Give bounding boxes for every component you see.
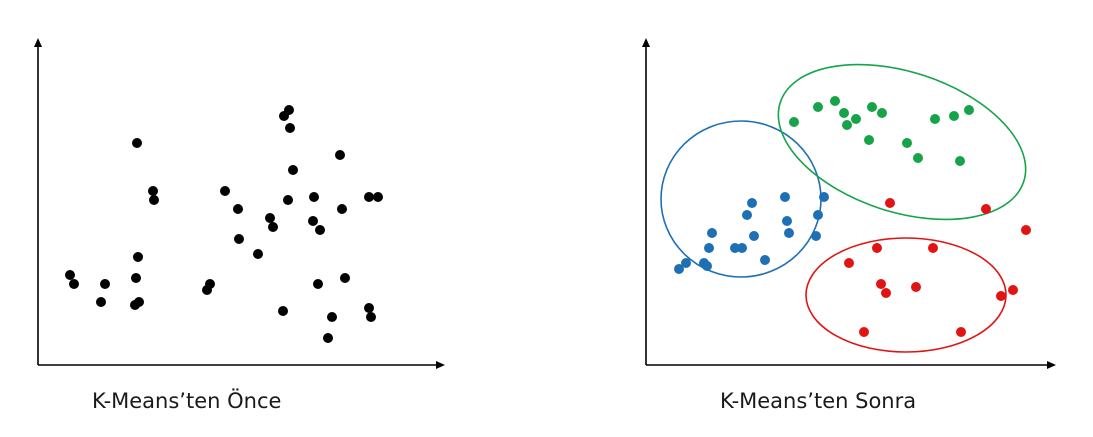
cluster-green-point xyxy=(930,114,940,124)
cluster-red-point xyxy=(859,327,869,337)
cluster-green-point xyxy=(851,114,861,124)
cluster-green-point xyxy=(839,108,849,118)
cluster-green-point xyxy=(830,96,840,106)
cluster-blue-point xyxy=(707,228,717,238)
data-point xyxy=(205,279,215,289)
data-point xyxy=(268,222,278,232)
cluster-green-boundary xyxy=(777,63,1027,221)
data-point xyxy=(233,204,243,214)
cluster-red-point xyxy=(844,258,854,268)
cluster-blue-point xyxy=(813,210,823,220)
cluster-green-point xyxy=(867,102,877,112)
x-axis-arrowhead xyxy=(1047,361,1056,369)
cluster-blue-point xyxy=(811,231,821,241)
data-point xyxy=(340,273,350,283)
data-point xyxy=(285,123,295,133)
cluster-green-point xyxy=(902,138,912,148)
cluster-green-point xyxy=(955,156,965,166)
data-point xyxy=(366,312,376,322)
cluster-blue-point xyxy=(704,243,714,253)
data-point xyxy=(220,186,230,196)
cluster-red-point xyxy=(928,243,938,253)
data-point xyxy=(100,279,110,289)
caption-after-kmeans: K-Means’ten Sonra xyxy=(720,389,917,413)
cluster-green-point xyxy=(864,135,874,145)
x-axis-arrowhead xyxy=(436,361,445,369)
cluster-green-point xyxy=(949,111,959,121)
cluster-blue-point xyxy=(681,258,691,268)
data-point xyxy=(253,249,263,259)
data-point xyxy=(284,105,294,115)
data-point xyxy=(337,204,347,214)
cluster-green-point xyxy=(813,102,823,112)
data-point xyxy=(309,192,319,202)
cluster-blue-point xyxy=(737,243,747,253)
cluster-blue-point xyxy=(760,255,770,265)
data-point xyxy=(149,195,159,205)
cluster-green-point xyxy=(789,117,799,127)
cluster-red-point xyxy=(981,204,991,214)
y-axis-arrowhead xyxy=(34,38,42,47)
cluster-blue-point xyxy=(780,192,790,202)
data-point xyxy=(308,216,318,226)
before-clustering-panel xyxy=(34,38,445,369)
cluster-blue-point xyxy=(784,228,794,238)
cluster-blue-boundary xyxy=(660,120,822,278)
data-point xyxy=(234,234,244,244)
data-point xyxy=(283,195,293,205)
data-point xyxy=(335,150,345,160)
data-point xyxy=(373,192,383,202)
data-point xyxy=(323,333,333,343)
cluster-blue-point xyxy=(730,243,740,253)
cluster-red-point xyxy=(876,279,886,289)
cluster-red-point xyxy=(1008,285,1018,295)
y-axis-arrowhead xyxy=(642,38,650,47)
data-point xyxy=(69,279,79,289)
data-point xyxy=(278,306,288,316)
data-point xyxy=(315,225,325,235)
data-point xyxy=(288,165,298,175)
after-clustering-panel xyxy=(642,38,1056,369)
cluster-green-point xyxy=(913,153,923,163)
data-point xyxy=(364,303,374,313)
data-point xyxy=(133,252,143,262)
cluster-red-point xyxy=(996,291,1006,301)
cluster-blue-point xyxy=(702,261,712,271)
cluster-blue-point xyxy=(782,216,792,226)
cluster-red-point xyxy=(1021,225,1031,235)
caption-before-kmeans: K-Means’ten Önce xyxy=(92,389,282,413)
data-point xyxy=(148,186,158,196)
cluster-red-point xyxy=(885,198,895,208)
cluster-green-point xyxy=(842,120,852,130)
data-point xyxy=(364,192,374,202)
cluster-blue-point xyxy=(819,192,829,202)
cluster-blue-point xyxy=(747,198,757,208)
cluster-blue-point xyxy=(674,264,684,274)
cluster-red-boundary xyxy=(805,237,1007,353)
data-point xyxy=(327,312,337,322)
cluster-green-point xyxy=(964,105,974,115)
cluster-blue-point xyxy=(742,210,752,220)
cluster-blue-point xyxy=(749,231,759,241)
data-point xyxy=(132,138,142,148)
cluster-red-point xyxy=(881,288,891,298)
data-point xyxy=(65,270,75,280)
data-point xyxy=(134,297,144,307)
data-point xyxy=(96,297,106,307)
data-point xyxy=(131,273,141,283)
cluster-red-point xyxy=(872,243,882,253)
cluster-green-point xyxy=(877,108,887,118)
cluster-red-point xyxy=(911,282,921,292)
cluster-red-point xyxy=(956,327,966,337)
data-point xyxy=(313,279,323,289)
data-point xyxy=(265,213,275,223)
